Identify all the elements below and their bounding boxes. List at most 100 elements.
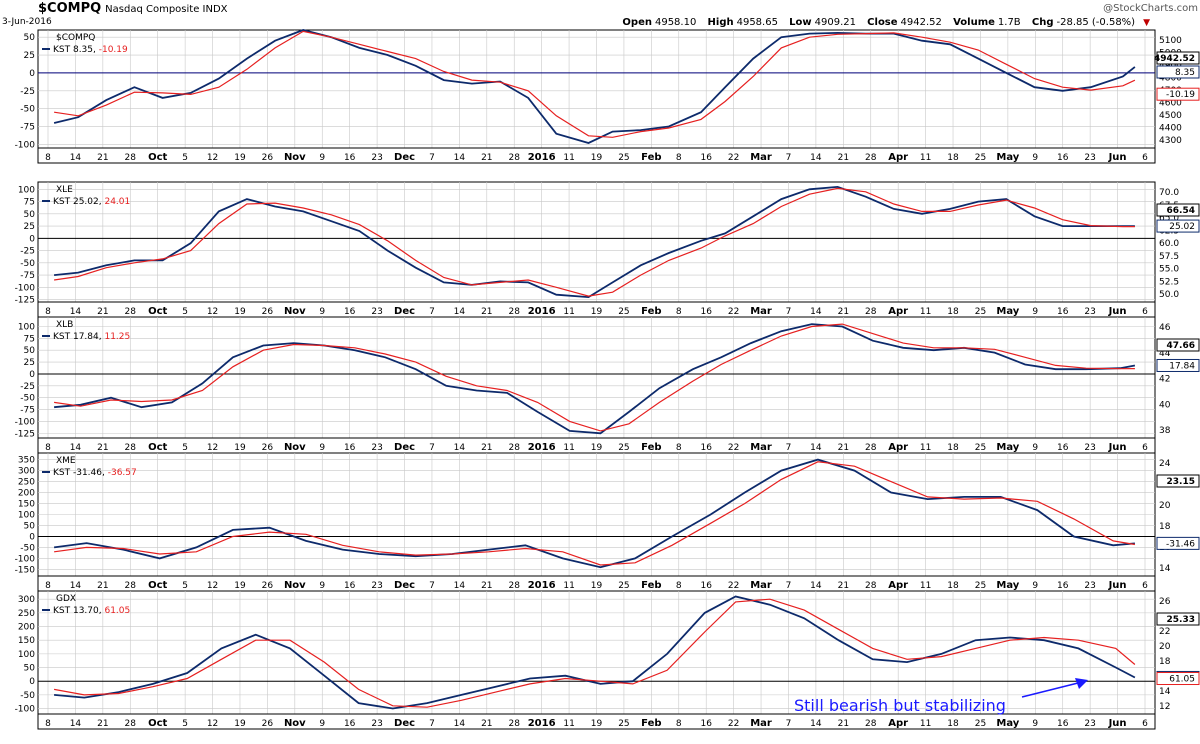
x-tick-label: 16: [700, 307, 712, 317]
y-tick-label: 50: [24, 664, 36, 674]
kst-badge: -31.46: [1166, 539, 1195, 549]
panel-legend: KST -31.46, -36.57: [53, 468, 137, 478]
x-tick-label: 12: [207, 719, 218, 729]
x-tick-label: 14: [70, 719, 82, 729]
x-tick-label: 28: [508, 153, 520, 163]
x-tick-label: 21: [838, 581, 849, 591]
x-tick-label: 14: [70, 581, 82, 591]
price-tick-label: 26: [1159, 597, 1171, 607]
x-tick-label: 7: [786, 307, 792, 317]
price-tick-label: 4300: [1159, 136, 1182, 146]
price-badge-box: [1156, 612, 1200, 626]
signal-badge-box: [1156, 672, 1200, 686]
brand-watermark: @StockCharts.com: [1103, 3, 1198, 14]
x-tick-label: 8: [676, 307, 682, 317]
y-tick-label: 150: [18, 500, 35, 510]
x-tick-label: May: [996, 718, 1019, 729]
kst-badge-box: [1156, 219, 1200, 233]
price-tick-label: 22: [1159, 627, 1170, 637]
legend-kst-value: KST -31.46,: [53, 468, 108, 478]
x-tick-label: 14: [454, 153, 466, 163]
kst-badge-box: [1156, 358, 1200, 372]
x-tick-label: 19: [591, 443, 603, 453]
x-tick-label: 28: [508, 581, 520, 591]
x-tick-label: 14: [810, 719, 822, 729]
kst-line-4: [54, 595, 1136, 710]
y-tick-label: 200: [18, 623, 35, 633]
x-tick-label: 16: [344, 153, 356, 163]
x-tick-label: May: [996, 152, 1019, 163]
y-tick-label: 75: [24, 334, 35, 344]
price-badge: 66.54: [1167, 206, 1195, 216]
x-tick-label: 21: [97, 719, 108, 729]
x-tick-label: Dec: [394, 306, 415, 317]
price-tick-label: 24: [1159, 459, 1171, 469]
x-tick-label: 2016: [528, 442, 556, 453]
y-tick-label: -50: [20, 691, 35, 701]
x-tick-label: 21: [838, 443, 849, 453]
x-tick-label: 5: [182, 719, 188, 729]
x-tick-label: Oct: [148, 442, 167, 453]
price-tick-label: 38: [1159, 426, 1171, 436]
x-tick-label: 9: [319, 307, 325, 317]
price-tick-label: 70.0: [1159, 188, 1179, 198]
high-label: High: [707, 17, 734, 28]
x-tick-label: 21: [838, 307, 849, 317]
x-tick-label: 28: [865, 719, 877, 729]
x-tick-label: 8: [676, 153, 682, 163]
x-tick-label: 11: [563, 719, 574, 729]
x-tick-label: 9: [1032, 719, 1038, 729]
x-tick-label: 16: [344, 581, 356, 591]
x-tick-label: 7: [429, 153, 435, 163]
x-tick-label: 22: [728, 443, 739, 453]
x-tick-label: 14: [454, 581, 466, 591]
y-tick-label: 0: [29, 69, 35, 79]
x-tick-label: 16: [344, 719, 356, 729]
price-tick-label: 14: [1159, 687, 1171, 697]
x-tick-label: 26: [262, 581, 274, 591]
y-tick-label: -75: [20, 271, 35, 281]
price-badge: 4942.52: [1154, 54, 1195, 64]
x-tick-label: 23: [1084, 581, 1095, 591]
x-tick-label: 25: [975, 443, 986, 453]
y-tick-label: 25: [24, 51, 35, 61]
x-tick-label: Oct: [148, 718, 167, 729]
price-badge-box: [1156, 338, 1200, 352]
x-tick-label: 21: [97, 581, 108, 591]
price-badge-box: [1156, 474, 1200, 488]
x-tick-label: 8: [676, 719, 682, 729]
legend-kst-value: KST 8.35,: [53, 45, 99, 55]
x-tick-label: 11: [920, 307, 931, 317]
x-tick-label: 26: [262, 443, 274, 453]
chg-label: Chg: [1031, 17, 1054, 28]
x-tick-label: 11: [920, 443, 931, 453]
price-tick-label: 4600: [1159, 99, 1182, 109]
y-tick-label: -75: [20, 406, 35, 416]
x-tick-label: 23: [371, 443, 382, 453]
quote-bar: Open 4958.10 High 4958.65 Low 4909.21 Close…: [622, 17, 1158, 28]
x-tick-label: Jun: [1108, 152, 1127, 163]
low-label: Low: [789, 17, 812, 28]
x-tick-label: 9: [1032, 153, 1038, 163]
y-tick-label: -25: [20, 382, 35, 392]
y-tick-label: -125: [15, 429, 35, 439]
x-tick-label: 21: [838, 719, 849, 729]
y-tick-label: 0: [29, 532, 35, 542]
x-tick-label: 25: [975, 153, 986, 163]
x-tick-label: 16: [700, 153, 712, 163]
x-tick-label: 22: [728, 307, 739, 317]
price-tick-label: 65.0: [1159, 214, 1179, 224]
x-tick-label: 26: [262, 307, 274, 317]
signal-line-4: [53, 598, 1136, 708]
x-tick-label: 5: [182, 581, 188, 591]
legend-signal-value: 24.01: [104, 197, 130, 207]
y-tick-label: 350: [18, 456, 35, 466]
y-tick-label: 0: [29, 370, 35, 380]
x-tick-label: 2016: [528, 718, 556, 729]
x-tick-label: 11: [563, 443, 574, 453]
price-badge-box: [1156, 51, 1200, 65]
x-tick-label: 16: [1057, 443, 1069, 453]
panel-title: GDX: [56, 594, 76, 604]
price-tick-label: 4400: [1159, 124, 1182, 134]
